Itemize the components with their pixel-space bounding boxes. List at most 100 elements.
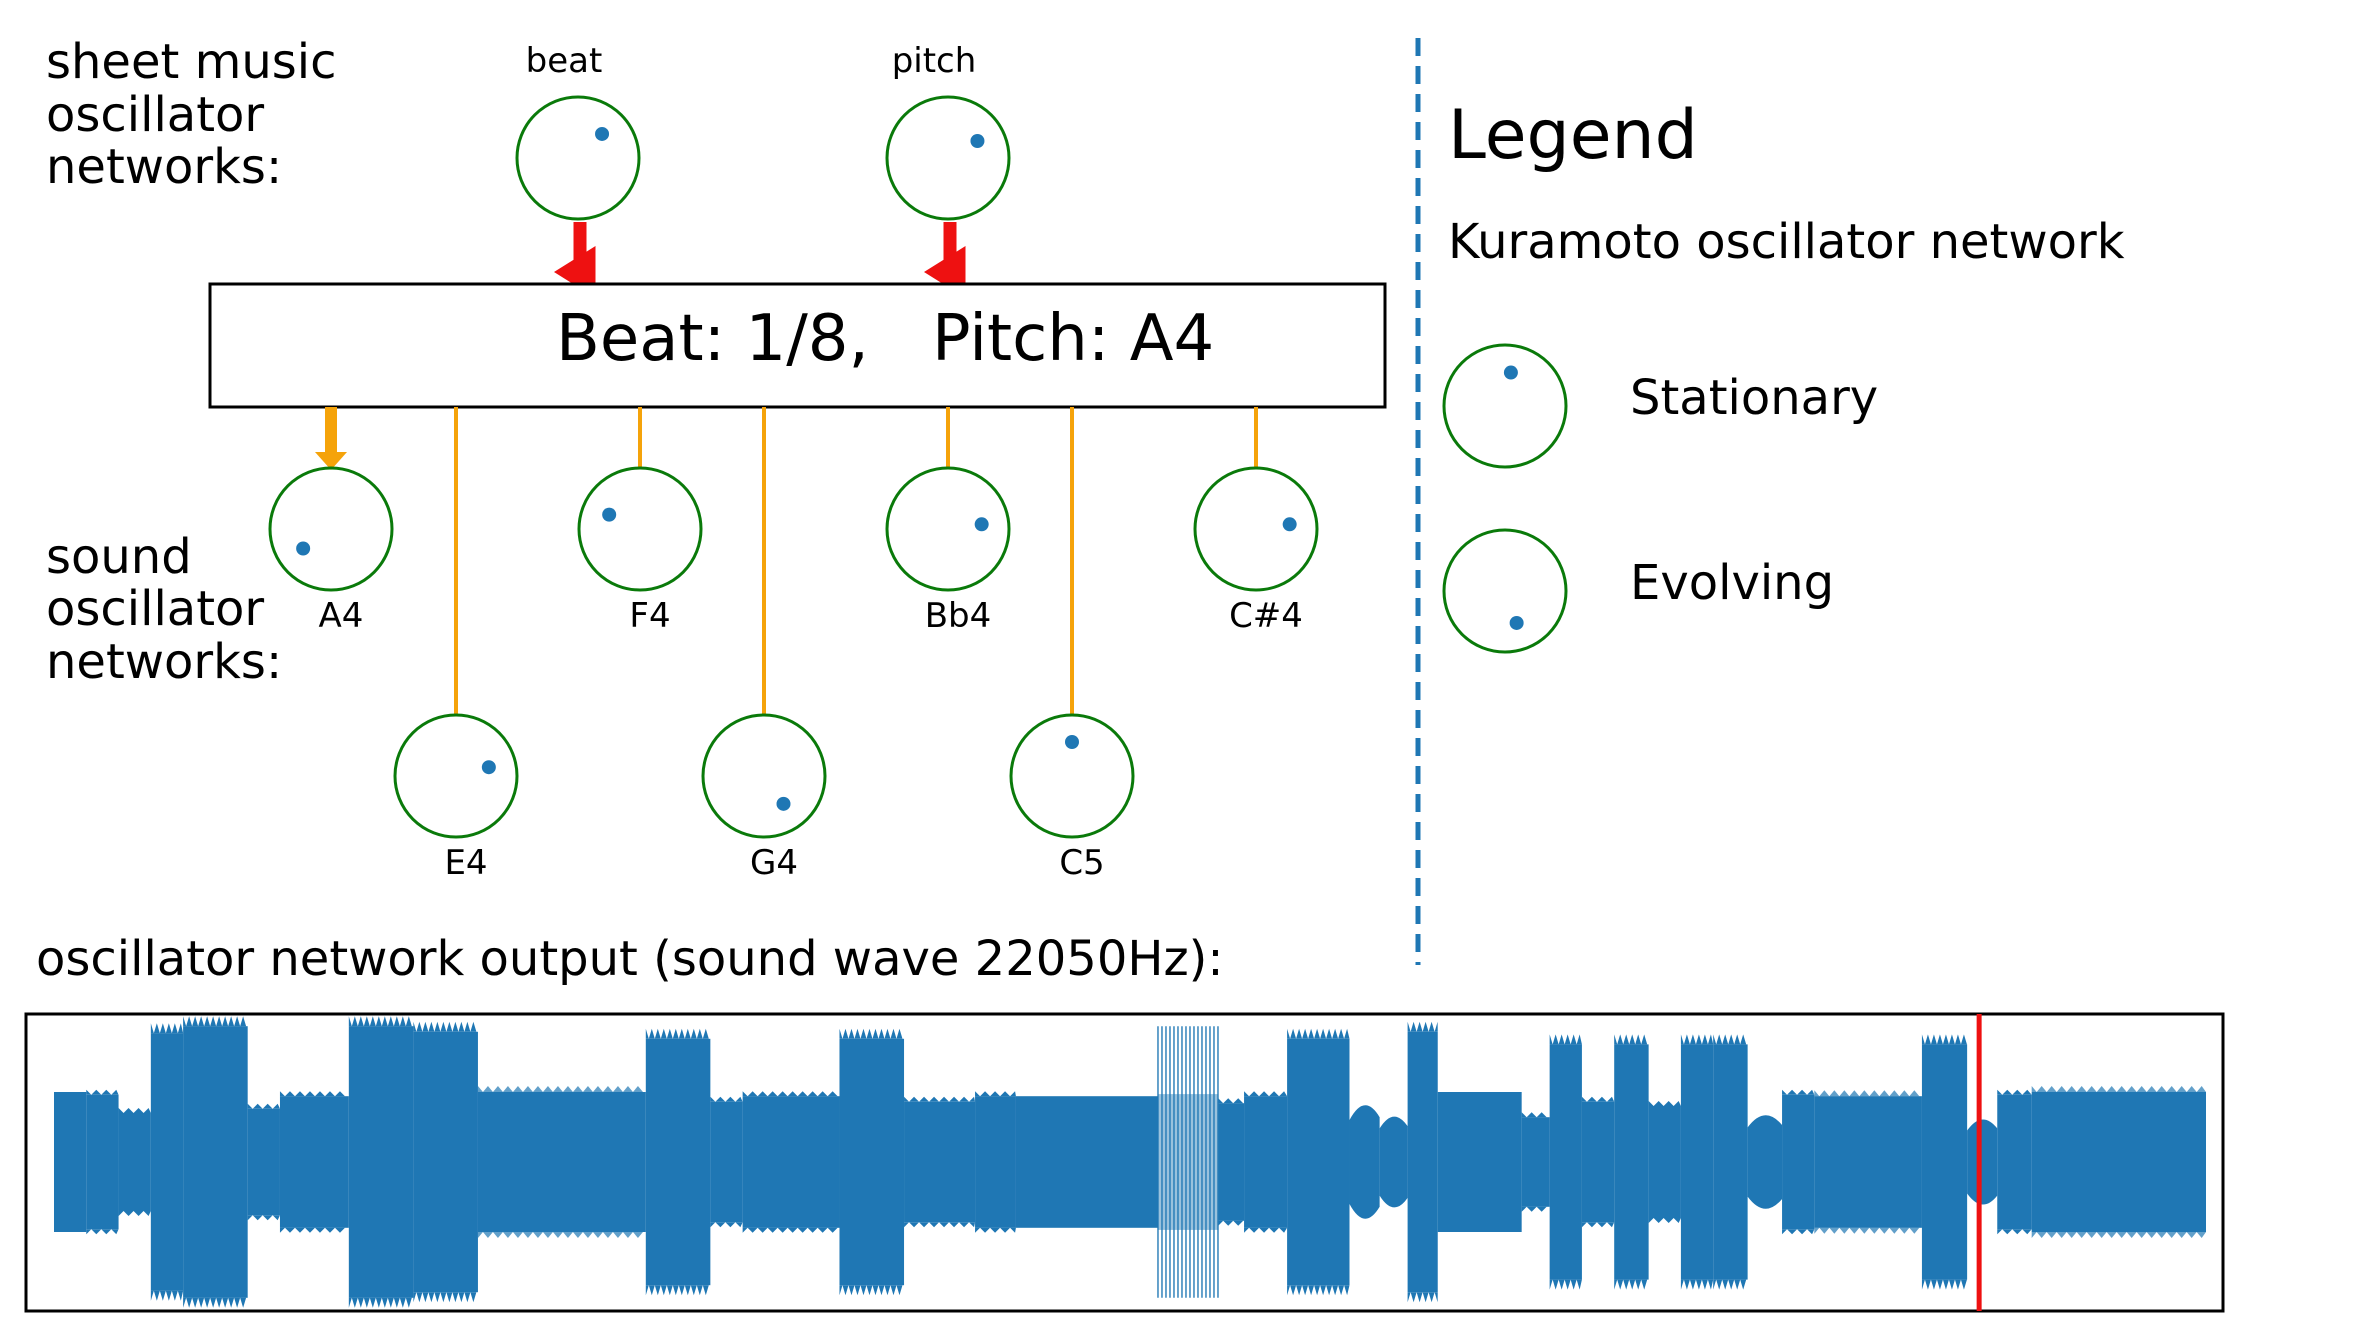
wave-segment [1244,1091,1288,1233]
wave-segment [1747,1115,1783,1209]
sheet-oscillator-pitch: pitch [885,41,1011,221]
sheet-oscillator-beat-ring [515,95,641,221]
legend-stationary-oscillator-phase-dot [1503,365,1518,380]
wave-segment [1521,1112,1550,1212]
wave-segment [1379,1116,1408,1208]
sheet-music-label-line-2: oscillator [46,87,264,143]
sound-oscillator-bb4-label: Bb4 [925,596,992,636]
wave-segment [1437,1092,1522,1232]
sheet-oscillator-beat-phase-dot [595,126,610,141]
sound-oscillator-e4-ring [393,713,519,839]
wave-segment [1218,1098,1245,1226]
waveform-frame [24,1012,2225,1313]
sound-oscillators: A4 E4 F4 G4 Bb4 C5 C#4 [268,466,1319,883]
sound-oscillator-g4-phase-dot [776,796,791,811]
sheet-music-oscillators: beat pitch [515,41,1011,221]
wave-segment [2031,1086,2206,1238]
sheet-music-label-line-1: sheet music [46,34,336,90]
output-caption: oscillator network output (sound wave 22… [36,931,1224,987]
wave-segment [1997,1089,2032,1235]
sound-oscillator-links [315,407,1258,715]
wave-segment [742,1091,840,1233]
sound-label-line-3: networks: [46,634,282,690]
legend: Legend Kuramoto oscillator network Stati… [1442,96,2125,654]
wave-segment [118,1108,151,1216]
sound-oscillator-f4-label: F4 [629,596,670,636]
sound-oscillator-a4-label: A4 [319,596,364,636]
wave-segment [150,1023,184,1301]
wave-segment [86,1089,119,1235]
wave-segment [1921,1034,1968,1290]
legend-evolving-oscillator-phase-dot [1509,615,1524,630]
wave-segment [1349,1105,1380,1219]
legend-evolving-oscillator-ring [1442,528,1568,654]
wave-segment [1782,1089,1815,1235]
sound-oscillator-bb4-ring [885,466,1011,592]
sound-oscillator-g4-ring [701,713,827,839]
sound-oscillator-e4: E4 [393,713,519,883]
sound-oscillator-c5-ring [1009,713,1135,839]
legend-title: Legend [1448,96,1698,175]
sound-oscillator-c-sharp4: C#4 [1193,466,1319,636]
sound-oscillator-c5-label: C5 [1059,843,1104,883]
sound-oscillator-f4-phase-dot [602,507,617,522]
sound-oscillator-a4-phase-dot [296,541,311,556]
sound-label-line-2: oscillator [46,581,264,637]
sound-waveform [54,1016,2206,1308]
wave-segment [1614,1034,1649,1290]
wave-segment [975,1091,1016,1233]
legend-stationary-oscillator-ring [1442,343,1568,469]
sound-oscillator-g4-label: G4 [750,843,798,883]
legend-evolving-oscillator [1442,528,1568,654]
sound-oscillator-g4: G4 [701,713,827,883]
wave-segment [1814,1090,1922,1234]
sound-oscillator-bb4-phase-dot [974,517,989,532]
wave-segment [279,1091,349,1233]
sheet-oscillator-pitch-ring [885,95,1011,221]
wave-segment [1713,1034,1748,1290]
sound-oscillator-a4: A4 [268,466,394,636]
sound-oscillator-c5-phase-dot [1065,735,1079,749]
sound-oscillator-c-sharp4-phase-dot [1282,517,1297,532]
wave-segment [839,1028,905,1296]
pitch-value-text: Pitch: A4 [932,302,1214,376]
wave-segment [183,1016,248,1308]
sheet-oscillator-beat: beat [515,41,641,221]
sound-oscillator-c5: C5 [1009,713,1135,883]
wave-segment [904,1096,976,1228]
wave-segment [477,1086,646,1238]
legend-stationary-oscillator [1442,343,1568,469]
legend-stationary-label: Stationary [1630,370,1878,426]
sound-link-a4-arrowhead [315,452,347,470]
sound-oscillator-bb4: Bb4 [885,466,1011,636]
wave-segment [1549,1034,1582,1290]
wave-segment [1287,1028,1350,1296]
legend-subtitle: Kuramoto oscillator network [1448,214,2125,270]
wave-segment [1648,1101,1681,1223]
wave-segment [247,1103,280,1221]
sheet-oscillator-pitch-phase-dot [970,134,985,148]
wave-segment [645,1028,711,1296]
legend-items: Stationary Evolving [1442,343,1878,654]
wave-segment [348,1016,414,1308]
sheet-music-label: sheet music oscillator networks: [46,34,336,195]
wave-segment [54,1092,87,1232]
current-note-box [208,282,1387,409]
wave-segment [1680,1034,1714,1290]
sheet-music-label-line-3: networks: [46,139,282,195]
sound-oscillator-e4-phase-dot [481,760,496,775]
sound-label-line-1: sound [46,529,192,585]
sheet-oscillator-pitch-label: pitch [892,41,977,81]
sound-oscillator-e4-label: E4 [444,843,487,883]
wave-segment [710,1096,743,1228]
sound-oscillator-c-sharp4-ring [1193,466,1319,592]
sound-oscillator-c-sharp4-label: C#4 [1229,596,1303,636]
legend-evolving-label: Evolving [1630,555,1834,611]
beat-value-text: Beat: 1/8, [556,302,869,376]
wave-segment [1157,1026,1219,1298]
sound-oscillator-f4-ring [577,466,703,592]
sound-oscillator-label: sound oscillator networks: [46,529,282,690]
wave-segment [1967,1119,1998,1205]
wave-segment [1407,1021,1438,1303]
